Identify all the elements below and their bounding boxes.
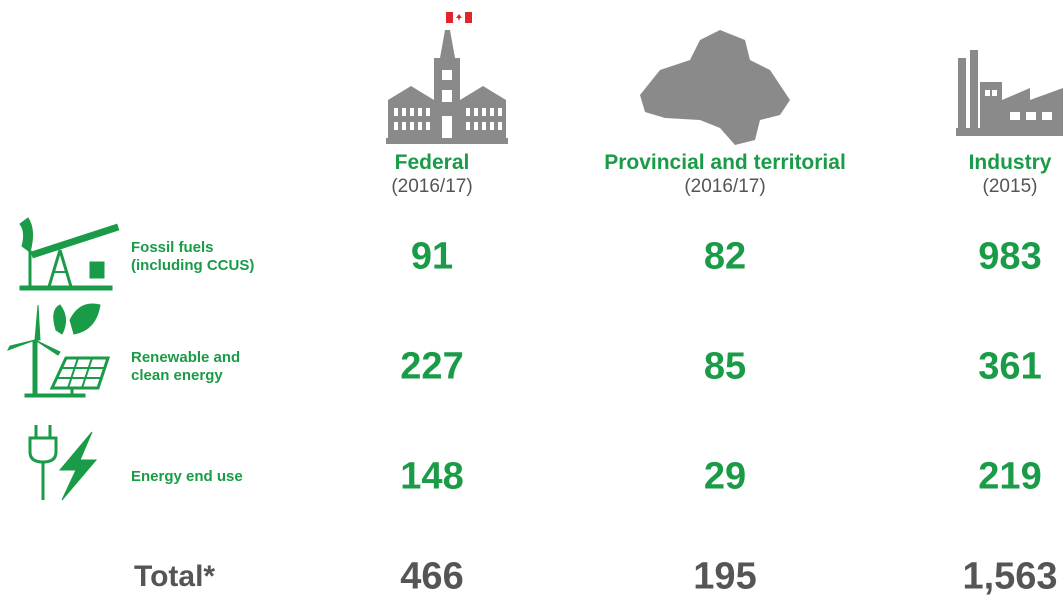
plug-icon [28, 425, 98, 501]
column-name: Industry [968, 151, 1052, 174]
value: 82 [703, 235, 747, 278]
column-period: (2016/17) [391, 176, 473, 197]
value: 361 [978, 345, 1042, 388]
value: 227 [400, 345, 464, 388]
pumpjack-icon [19, 217, 120, 291]
total-label: Total* [134, 560, 216, 593]
parliament-icon [386, 30, 508, 144]
column-period: (2016/17) [684, 176, 766, 197]
row-label: Energy end use [131, 468, 243, 485]
total-value: 195 [693, 555, 757, 598]
value: 219 [978, 455, 1042, 498]
value: 91 [410, 235, 454, 278]
factory-icon [956, 50, 1063, 136]
value: 85 [703, 345, 747, 388]
column-period: (2015) [982, 176, 1038, 197]
renewable-icon [6, 303, 111, 398]
column-name: Federal [394, 151, 470, 174]
row-label: Renewable and clean energy [131, 349, 241, 384]
column-name: Provincial and territorial [604, 151, 846, 174]
flag-icon [446, 12, 472, 23]
total-value: 466 [400, 555, 464, 598]
value: 148 [400, 455, 464, 498]
total-value: 1,563 [962, 555, 1058, 598]
row-label: Fossil fuels (including CCUS) [131, 239, 255, 274]
map-icon [640, 30, 790, 145]
value: 29 [703, 455, 747, 498]
value: 983 [978, 235, 1042, 278]
